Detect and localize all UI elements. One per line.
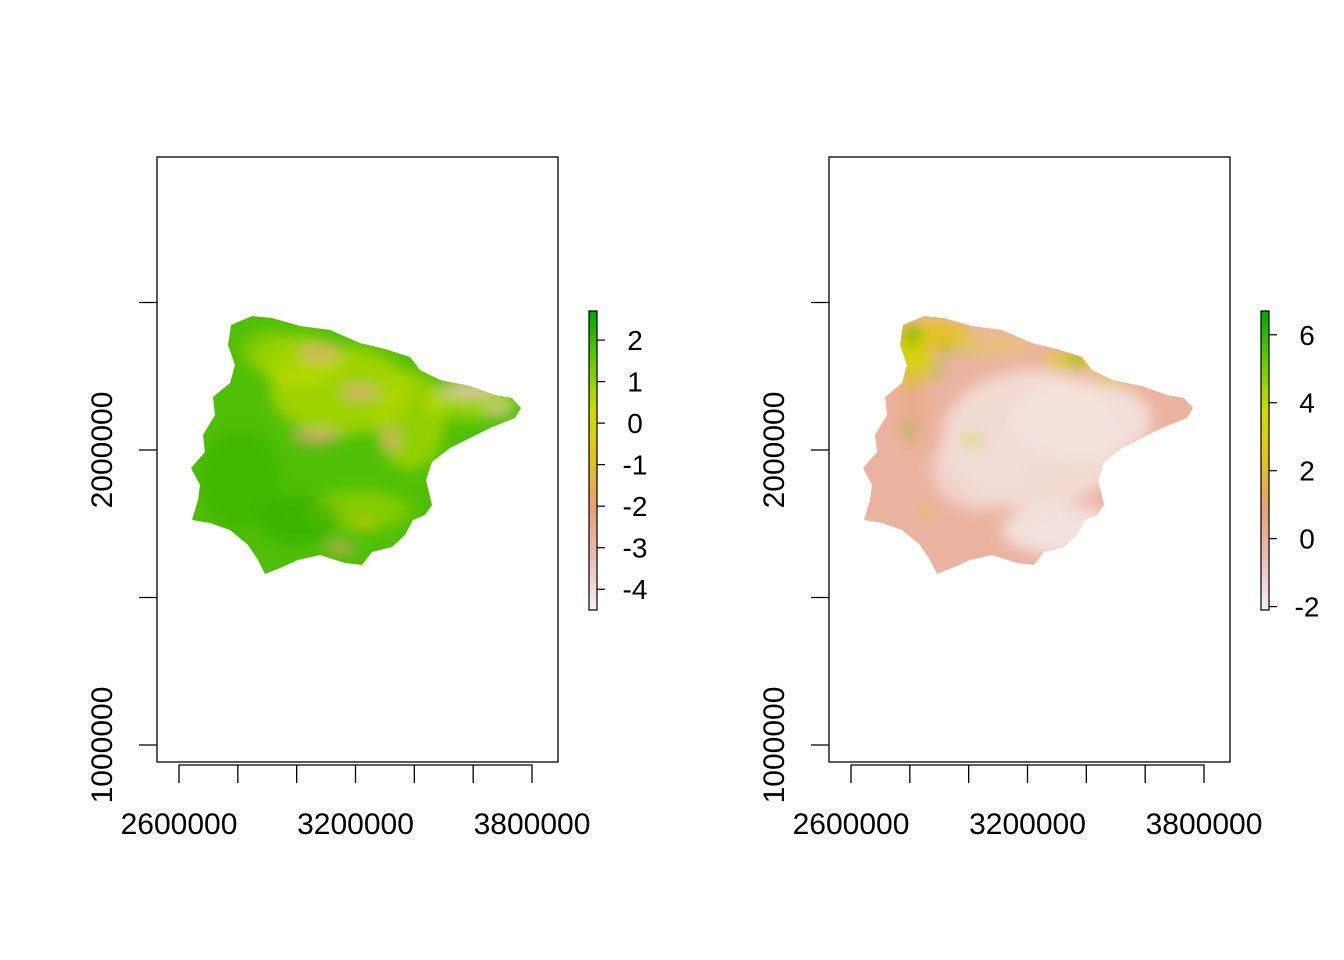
legend-tick-label: 6 xyxy=(1299,320,1315,351)
x-tick-label: 3200000 xyxy=(297,808,414,841)
raster-patch xyxy=(932,365,942,375)
raster-patch xyxy=(290,431,340,443)
y-tick-label: 1000000 xyxy=(86,687,119,804)
color-legend: 2 1 0 -1 -2 -3 -4 xyxy=(588,310,648,611)
y-tick-label: 2000000 xyxy=(758,392,791,509)
legend-tick-label: -2 xyxy=(1295,592,1320,623)
x-tick-label: 3800000 xyxy=(1146,808,1263,841)
color-legend: 6 4 2 0 -2 xyxy=(1260,310,1320,623)
raster-patch xyxy=(485,404,515,416)
raster-patch xyxy=(355,520,375,530)
raster-patch xyxy=(342,386,378,398)
y-axis: 1000000 2000000 xyxy=(758,301,829,804)
raster-patch xyxy=(901,425,913,435)
raster-patch xyxy=(1012,380,1152,460)
legend-tick-label: 0 xyxy=(1299,524,1315,555)
raster-patch xyxy=(919,506,935,514)
x-tick-label: 3800000 xyxy=(474,808,591,841)
y-axis: 1000000 2000000 xyxy=(86,301,157,804)
legend-colorbar xyxy=(588,310,598,611)
raster-patch xyxy=(932,430,1032,510)
legend-tick-label: -2 xyxy=(623,491,648,522)
legend-tick-label: -1 xyxy=(623,450,648,481)
plot-frame xyxy=(156,156,559,763)
raster-patch xyxy=(904,327,920,343)
legend-tick-label: 1 xyxy=(627,367,643,398)
legend-tick-label: 2 xyxy=(1299,456,1315,487)
raster-variation xyxy=(200,330,515,553)
raster-patch xyxy=(240,330,300,370)
legend-tick-label: -4 xyxy=(623,574,648,605)
raster-patch xyxy=(375,370,445,470)
raster-patch xyxy=(300,347,340,359)
raster-patch xyxy=(382,428,398,452)
raster-patch xyxy=(1002,505,1122,555)
raster-patch xyxy=(960,435,984,445)
legend-tick-label: 2 xyxy=(627,325,643,356)
x-axis: 2600000 3200000 3800000 xyxy=(121,764,591,841)
map-panel-right: 2600000 3200000 3800000 1000000 2000000 6 4 2… xyxy=(758,156,1320,841)
y-tick-label: 1000000 xyxy=(758,687,791,804)
legend-tick-label: -3 xyxy=(623,533,648,564)
raster-patch xyxy=(963,345,973,353)
raster-patch xyxy=(1092,371,1142,385)
raster-patch xyxy=(897,370,927,450)
raster-patch xyxy=(440,382,500,398)
x-tick-label: 2600000 xyxy=(793,808,910,841)
raster-patch xyxy=(952,335,1032,355)
legend-colorbar xyxy=(1260,310,1270,611)
legend-tick-label: 4 xyxy=(1299,388,1315,419)
raster-layer xyxy=(191,316,521,574)
x-tick-label: 3200000 xyxy=(969,808,1086,841)
raster-patch xyxy=(325,543,355,553)
raster-patch xyxy=(941,345,953,355)
raster-patch xyxy=(200,430,280,530)
plot-frame xyxy=(828,156,1231,763)
y-tick-label: 2000000 xyxy=(86,392,119,509)
legend-tick-label: 0 xyxy=(627,408,643,439)
x-tick-label: 2600000 xyxy=(121,808,238,841)
x-axis: 2600000 3200000 3800000 xyxy=(793,764,1263,841)
raster-layer xyxy=(863,316,1193,574)
raster-patch xyxy=(1070,355,1082,365)
raster-patch xyxy=(260,495,340,545)
